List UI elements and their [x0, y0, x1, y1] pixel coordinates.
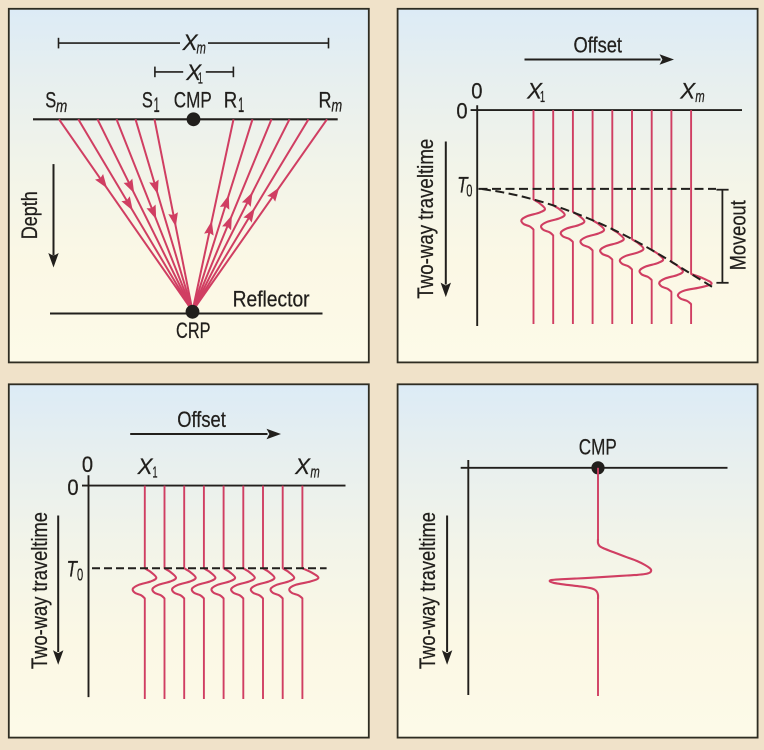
svg-text:CRP: CRP: [176, 318, 211, 343]
svg-text:m: m: [310, 464, 319, 482]
svg-text:R: R: [319, 87, 332, 112]
svg-text:S: S: [142, 87, 153, 112]
svg-text:Two-way traveltime: Two-way traveltime: [27, 512, 52, 669]
svg-text:Two-way traveltime: Two-way traveltime: [413, 139, 438, 299]
svg-text:0: 0: [67, 475, 78, 500]
svg-text:1: 1: [152, 465, 157, 482]
svg-text:S: S: [45, 87, 56, 112]
svg-text:X: X: [526, 78, 543, 103]
svg-text:1: 1: [238, 94, 244, 117]
svg-text:X: X: [182, 30, 199, 55]
svg-text:Reflector: Reflector: [233, 287, 310, 312]
svg-text:X: X: [137, 454, 154, 479]
svg-text:0: 0: [471, 78, 482, 103]
svg-text:T: T: [457, 173, 469, 198]
svg-text:m: m: [197, 39, 206, 57]
svg-text:Depth: Depth: [17, 191, 42, 239]
svg-text:X: X: [679, 78, 696, 103]
svg-text:m: m: [56, 96, 67, 116]
svg-text:Moveout: Moveout: [726, 200, 751, 270]
svg-text:CMP: CMP: [579, 435, 617, 460]
svg-text:CMP: CMP: [174, 87, 212, 112]
svg-text:Offset: Offset: [574, 32, 623, 57]
svg-text:1: 1: [198, 70, 203, 87]
svg-text:0: 0: [456, 99, 467, 124]
svg-text:1: 1: [540, 89, 545, 106]
svg-text:R: R: [224, 87, 238, 112]
svg-text:m: m: [695, 88, 704, 106]
svg-text:0: 0: [82, 452, 93, 477]
svg-text:Two-way traveltime: Two-way traveltime: [415, 512, 440, 669]
svg-text:Offset: Offset: [177, 407, 226, 432]
svg-text:1: 1: [154, 94, 160, 117]
svg-text:T: T: [67, 557, 79, 582]
svg-text:X: X: [294, 454, 311, 479]
svg-text:0: 0: [77, 565, 83, 585]
svg-text:0: 0: [466, 181, 472, 201]
svg-text:m: m: [331, 96, 342, 116]
svg-text:X: X: [185, 60, 202, 85]
